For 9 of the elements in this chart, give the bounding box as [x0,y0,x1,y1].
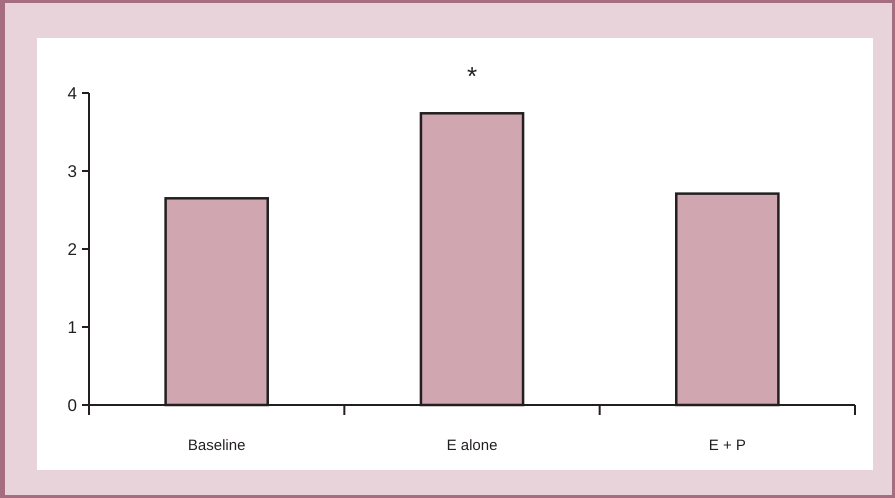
x-tick-label: E + P [708,437,746,454]
y-tick-label: 3 [68,162,77,181]
text: * [466,61,478,91]
y-tick-label: 0 [68,396,77,415]
y-tick-label: 2 [68,240,77,259]
x-tick-label: Baseline [188,437,246,454]
x-tick-label: E alone [446,437,498,454]
y-tick-label: 1 [68,318,77,337]
y-tick-label: 4 [68,84,77,103]
